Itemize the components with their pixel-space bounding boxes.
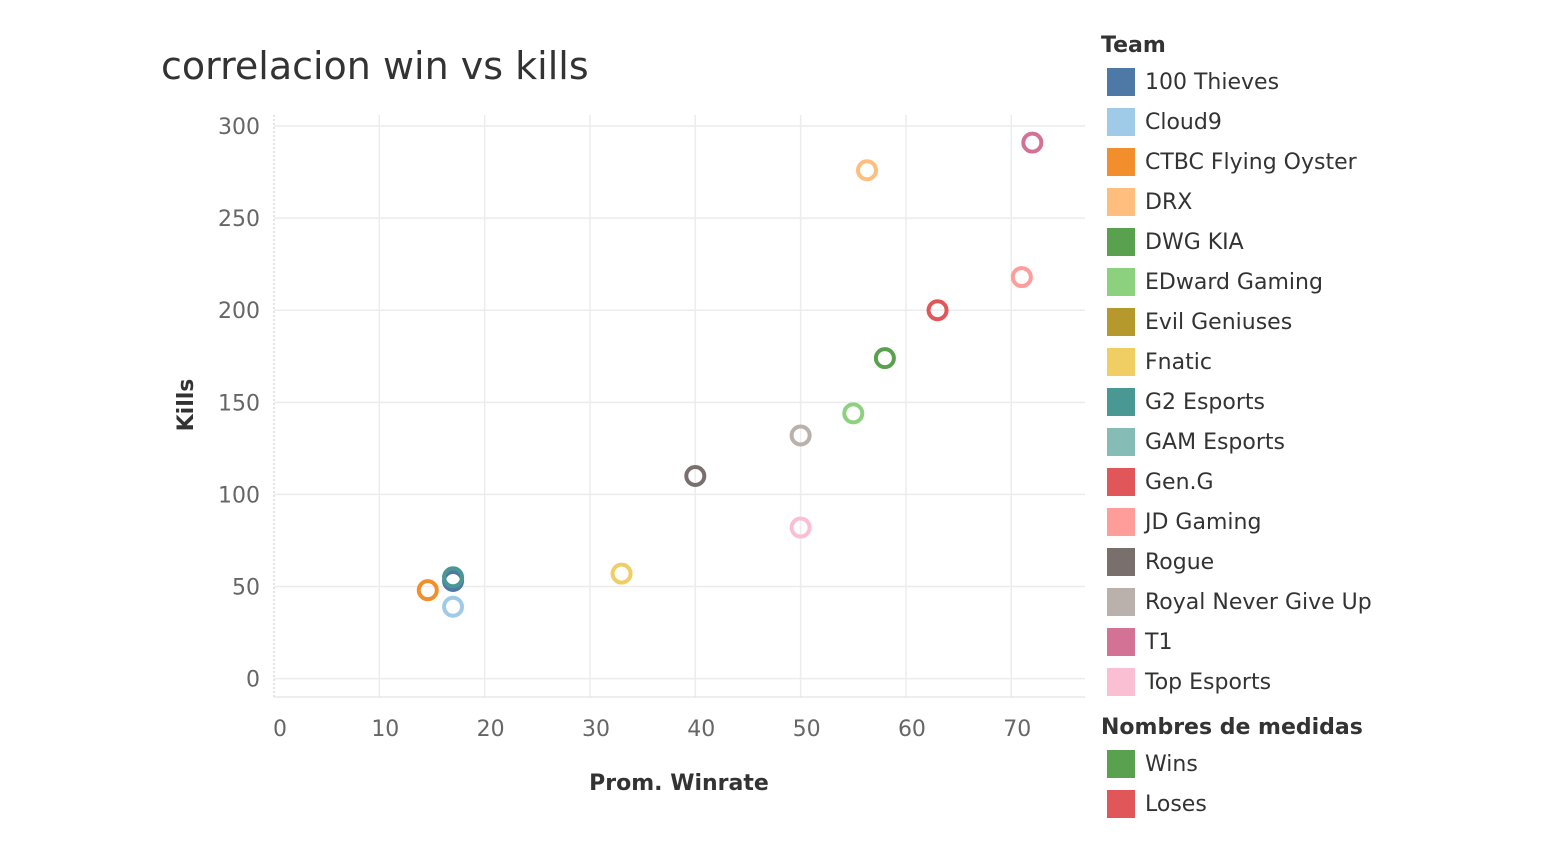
legend-swatch [1107,628,1135,656]
y-tick-label: 250 [218,207,260,232]
legend-item[interactable]: G2 Esports [1101,382,1541,422]
data-point[interactable] [873,347,896,370]
legend-swatch [1107,228,1135,256]
legend-item[interactable]: Top Esports [1101,662,1541,702]
legend-title-measures: Nombres de medidas [1101,715,1363,740]
legend-label: CTBC Flying Oyster [1145,149,1357,175]
legend-label: EDward Gaming [1145,269,1323,295]
legend-item[interactable]: Wins [1101,744,1541,784]
legend-item[interactable]: DRX [1101,182,1541,222]
data-point[interactable] [855,159,878,182]
y-axis-title: Kills [174,379,199,432]
legend-item[interactable]: Fnatic [1101,342,1541,382]
legend-label: Royal Never Give Up [1145,589,1372,615]
x-tick-label: 20 [477,717,505,742]
x-tick-label: 50 [793,717,821,742]
legend-swatch [1107,750,1135,778]
legend-swatch [1107,508,1135,536]
y-tick-label: 150 [218,391,260,416]
legend-label: T1 [1145,629,1173,655]
legend-item[interactable]: Evil Geniuses [1101,302,1541,342]
data-point[interactable] [610,562,633,585]
legend-swatch [1107,308,1135,336]
y-tick-label: 200 [218,299,260,324]
legend-swatch [1107,388,1135,416]
legend-item[interactable]: T1 [1101,622,1541,662]
legend-item[interactable]: CTBC Flying Oyster [1101,142,1541,182]
data-point[interactable] [684,464,707,487]
legend-item[interactable]: GAM Esports [1101,422,1541,462]
legend-label: Wins [1145,751,1198,777]
legend-label: Rogue [1145,549,1215,575]
legend-swatch [1107,468,1135,496]
data-point[interactable] [789,516,812,539]
legend-label: JD Gaming [1145,509,1262,535]
legend-item[interactable]: Gen.G [1101,462,1541,502]
legend-swatch [1107,108,1135,136]
axes [273,115,1085,698]
legend-item[interactable]: Cloud9 [1101,102,1541,142]
legend-swatch [1107,348,1135,376]
legend-measures-list: Wins Loses [1101,744,1541,824]
legend-title-team: Team [1101,33,1166,58]
legend-item[interactable]: Royal Never Give Up [1101,582,1541,622]
legend-swatch [1107,588,1135,616]
legend-label: Loses [1145,791,1207,817]
x-tick-label: 70 [1003,717,1031,742]
legend-label: Top Esports [1145,669,1272,695]
x-tick-label: 60 [898,717,926,742]
legend-label: 100 Thieves [1145,69,1280,95]
legend-label: GAM Esports [1145,429,1285,455]
legend-label: DWG KIA [1145,229,1244,255]
legend-label: Cloud9 [1145,109,1222,135]
legend-swatch [1107,548,1135,576]
scatter-plot[interactable]: 0 10 20 30 40 50 60 70 0 50 100 150 200 250 300 Prom. … [0,0,1090,850]
y-tick-label: 300 [218,115,260,140]
data-point[interactable] [926,299,949,322]
legend-label: Fnatic [1145,349,1212,375]
data-point[interactable] [442,566,465,589]
legend-team-list: 100 Thieves Cloud9 CTBC Flying Oyster DRX DW… [1101,62,1541,702]
data-point[interactable] [842,402,865,425]
data-points[interactable] [416,131,1044,618]
data-point[interactable] [789,424,812,447]
chart-title: correlacion win vs kills [161,44,589,88]
x-axis-title: Prom. Winrate [589,771,769,796]
data-point[interactable] [416,579,439,602]
legend-label: Gen.G [1145,469,1214,495]
legend-item[interactable]: DWG KIA [1101,222,1541,262]
legend-label: G2 Esports [1145,389,1265,415]
legend: Team 100 Thieves Cloud9 CTBC Flying Oyster… [1101,30,1541,824]
legend-item[interactable]: Rogue [1101,542,1541,582]
x-tick-label: 0 [273,717,287,742]
legend-swatch [1107,188,1135,216]
legend-swatch [1107,268,1135,296]
legend-swatch [1107,668,1135,696]
y-tick-label: 50 [232,575,260,600]
legend-measures: Nombres de medidas Wins Loses [1101,712,1541,824]
x-tick-label: 10 [371,717,399,742]
y-tick-label: 0 [246,668,260,693]
legend-label: DRX [1145,189,1193,215]
data-point[interactable] [442,595,465,618]
y-tick-label: 100 [218,483,260,508]
legend-item[interactable]: EDward Gaming [1101,262,1541,302]
data-point[interactable] [1021,131,1044,154]
legend-swatch [1107,68,1135,96]
legend-item[interactable]: JD Gaming [1101,502,1541,542]
x-tick-label: 40 [687,717,715,742]
legend-item[interactable]: Loses [1101,784,1541,824]
legend-swatch [1107,148,1135,176]
legend-swatch [1107,428,1135,456]
x-tick-label: 30 [582,717,610,742]
legend-swatch [1107,790,1135,818]
data-point[interactable] [1010,266,1033,289]
grid-lines [274,115,1085,697]
legend-item[interactable]: 100 Thieves [1101,62,1541,102]
tick-labels: 0 10 20 30 40 50 60 70 0 50 100 150 200 250 300 [218,115,1031,742]
legend-label: Evil Geniuses [1145,309,1293,335]
